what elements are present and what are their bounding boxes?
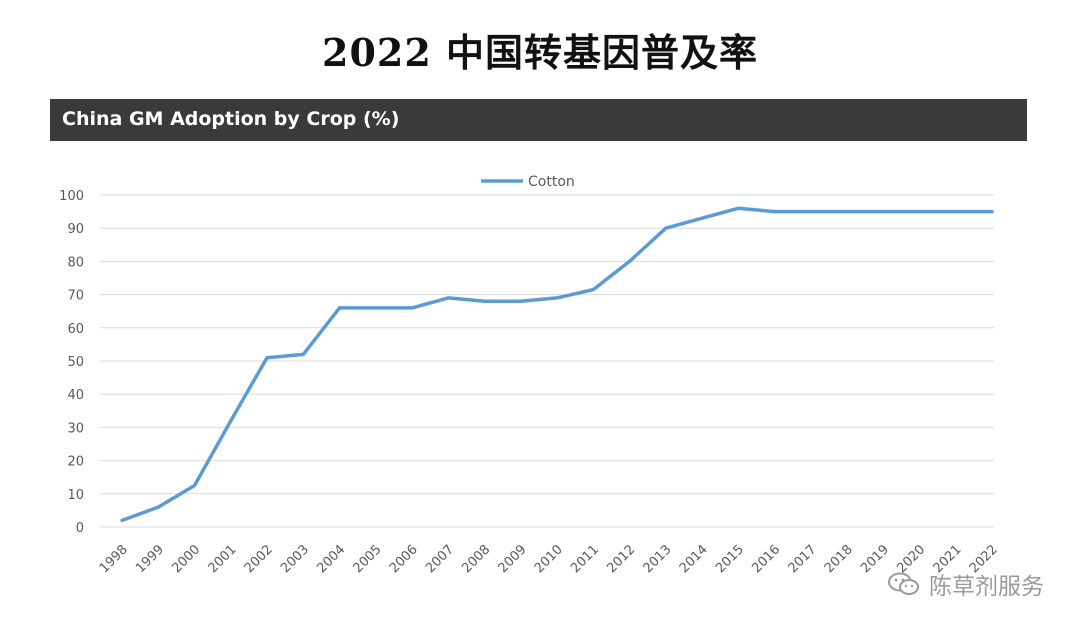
x-tick-label: 2001 — [206, 542, 240, 576]
data-point — [447, 296, 450, 299]
data-point — [266, 356, 269, 359]
data-point — [374, 306, 377, 309]
x-tick-label: 1998 — [97, 542, 131, 576]
x-tick-label: 2013 — [641, 542, 675, 576]
y-tick-label: 10 — [67, 488, 84, 503]
data-point — [918, 210, 921, 213]
data-point — [809, 210, 812, 213]
watermark: 陈草剂服务 — [887, 567, 1044, 601]
legend-label: Cotton — [528, 174, 575, 190]
data-point — [411, 306, 414, 309]
data-point — [121, 519, 124, 522]
data-point — [193, 484, 196, 487]
data-point — [519, 300, 522, 303]
x-tick-label: 2014 — [677, 542, 711, 576]
y-tick-label: 40 — [67, 388, 84, 403]
y-tick-label: 60 — [67, 322, 84, 337]
data-point — [483, 300, 486, 303]
data-point — [229, 419, 232, 422]
x-tick-label: 2011 — [568, 542, 602, 576]
y-tick-label: 50 — [67, 355, 84, 370]
data-point — [701, 217, 704, 220]
data-point — [991, 210, 994, 213]
data-point — [628, 260, 631, 263]
x-tick-label: 2016 — [749, 542, 783, 576]
data-point — [302, 353, 305, 356]
data-point — [737, 207, 740, 210]
y-tick-label: 30 — [67, 421, 84, 436]
data-point — [773, 210, 776, 213]
data-point — [664, 227, 667, 230]
series-line-cotton — [120, 206, 994, 523]
data-point — [954, 210, 957, 213]
x-tick-label: 2008 — [459, 542, 493, 576]
x-tick-label: 2004 — [314, 542, 348, 576]
y-tick-label: 20 — [67, 455, 84, 470]
x-tick-label: 2010 — [532, 542, 566, 576]
y-tick-label: 90 — [67, 222, 84, 237]
y-tick-label: 100 — [59, 189, 84, 204]
chart-header-bar: China GM Adoption by Crop (%) — [50, 99, 1027, 141]
x-tick-label: 2018 — [822, 542, 856, 576]
data-point — [338, 306, 341, 309]
x-tick-label: 2017 — [786, 542, 820, 576]
data-point — [882, 210, 885, 213]
x-tick-label: 2015 — [713, 542, 747, 576]
data-point — [157, 506, 160, 509]
y-tick-label: 80 — [67, 255, 84, 270]
data-point — [592, 288, 595, 291]
x-tick-label: 2005 — [351, 542, 385, 576]
x-tick-label: 2012 — [604, 542, 638, 576]
y-tick-label: 70 — [67, 289, 84, 304]
data-point — [556, 296, 559, 299]
wechat-icon — [888, 572, 919, 595]
watermark-text: 陈草剂服务 — [929, 574, 1044, 600]
chart-title: China GM Adoption by Crop (%) — [62, 108, 400, 130]
y-tick-label: 0 — [76, 521, 84, 536]
x-tick-label: 2009 — [496, 542, 530, 576]
x-tick-label: 2003 — [278, 542, 312, 576]
x-tick-label: 2002 — [242, 542, 276, 576]
x-tick-label: 2000 — [169, 542, 203, 576]
x-tick-label: 1999 — [133, 542, 167, 576]
page-title: 2022 中国转基因普及率 — [322, 30, 758, 75]
x-tick-label: 2007 — [423, 542, 457, 576]
data-point — [846, 210, 849, 213]
x-tick-label: 2006 — [387, 542, 421, 576]
